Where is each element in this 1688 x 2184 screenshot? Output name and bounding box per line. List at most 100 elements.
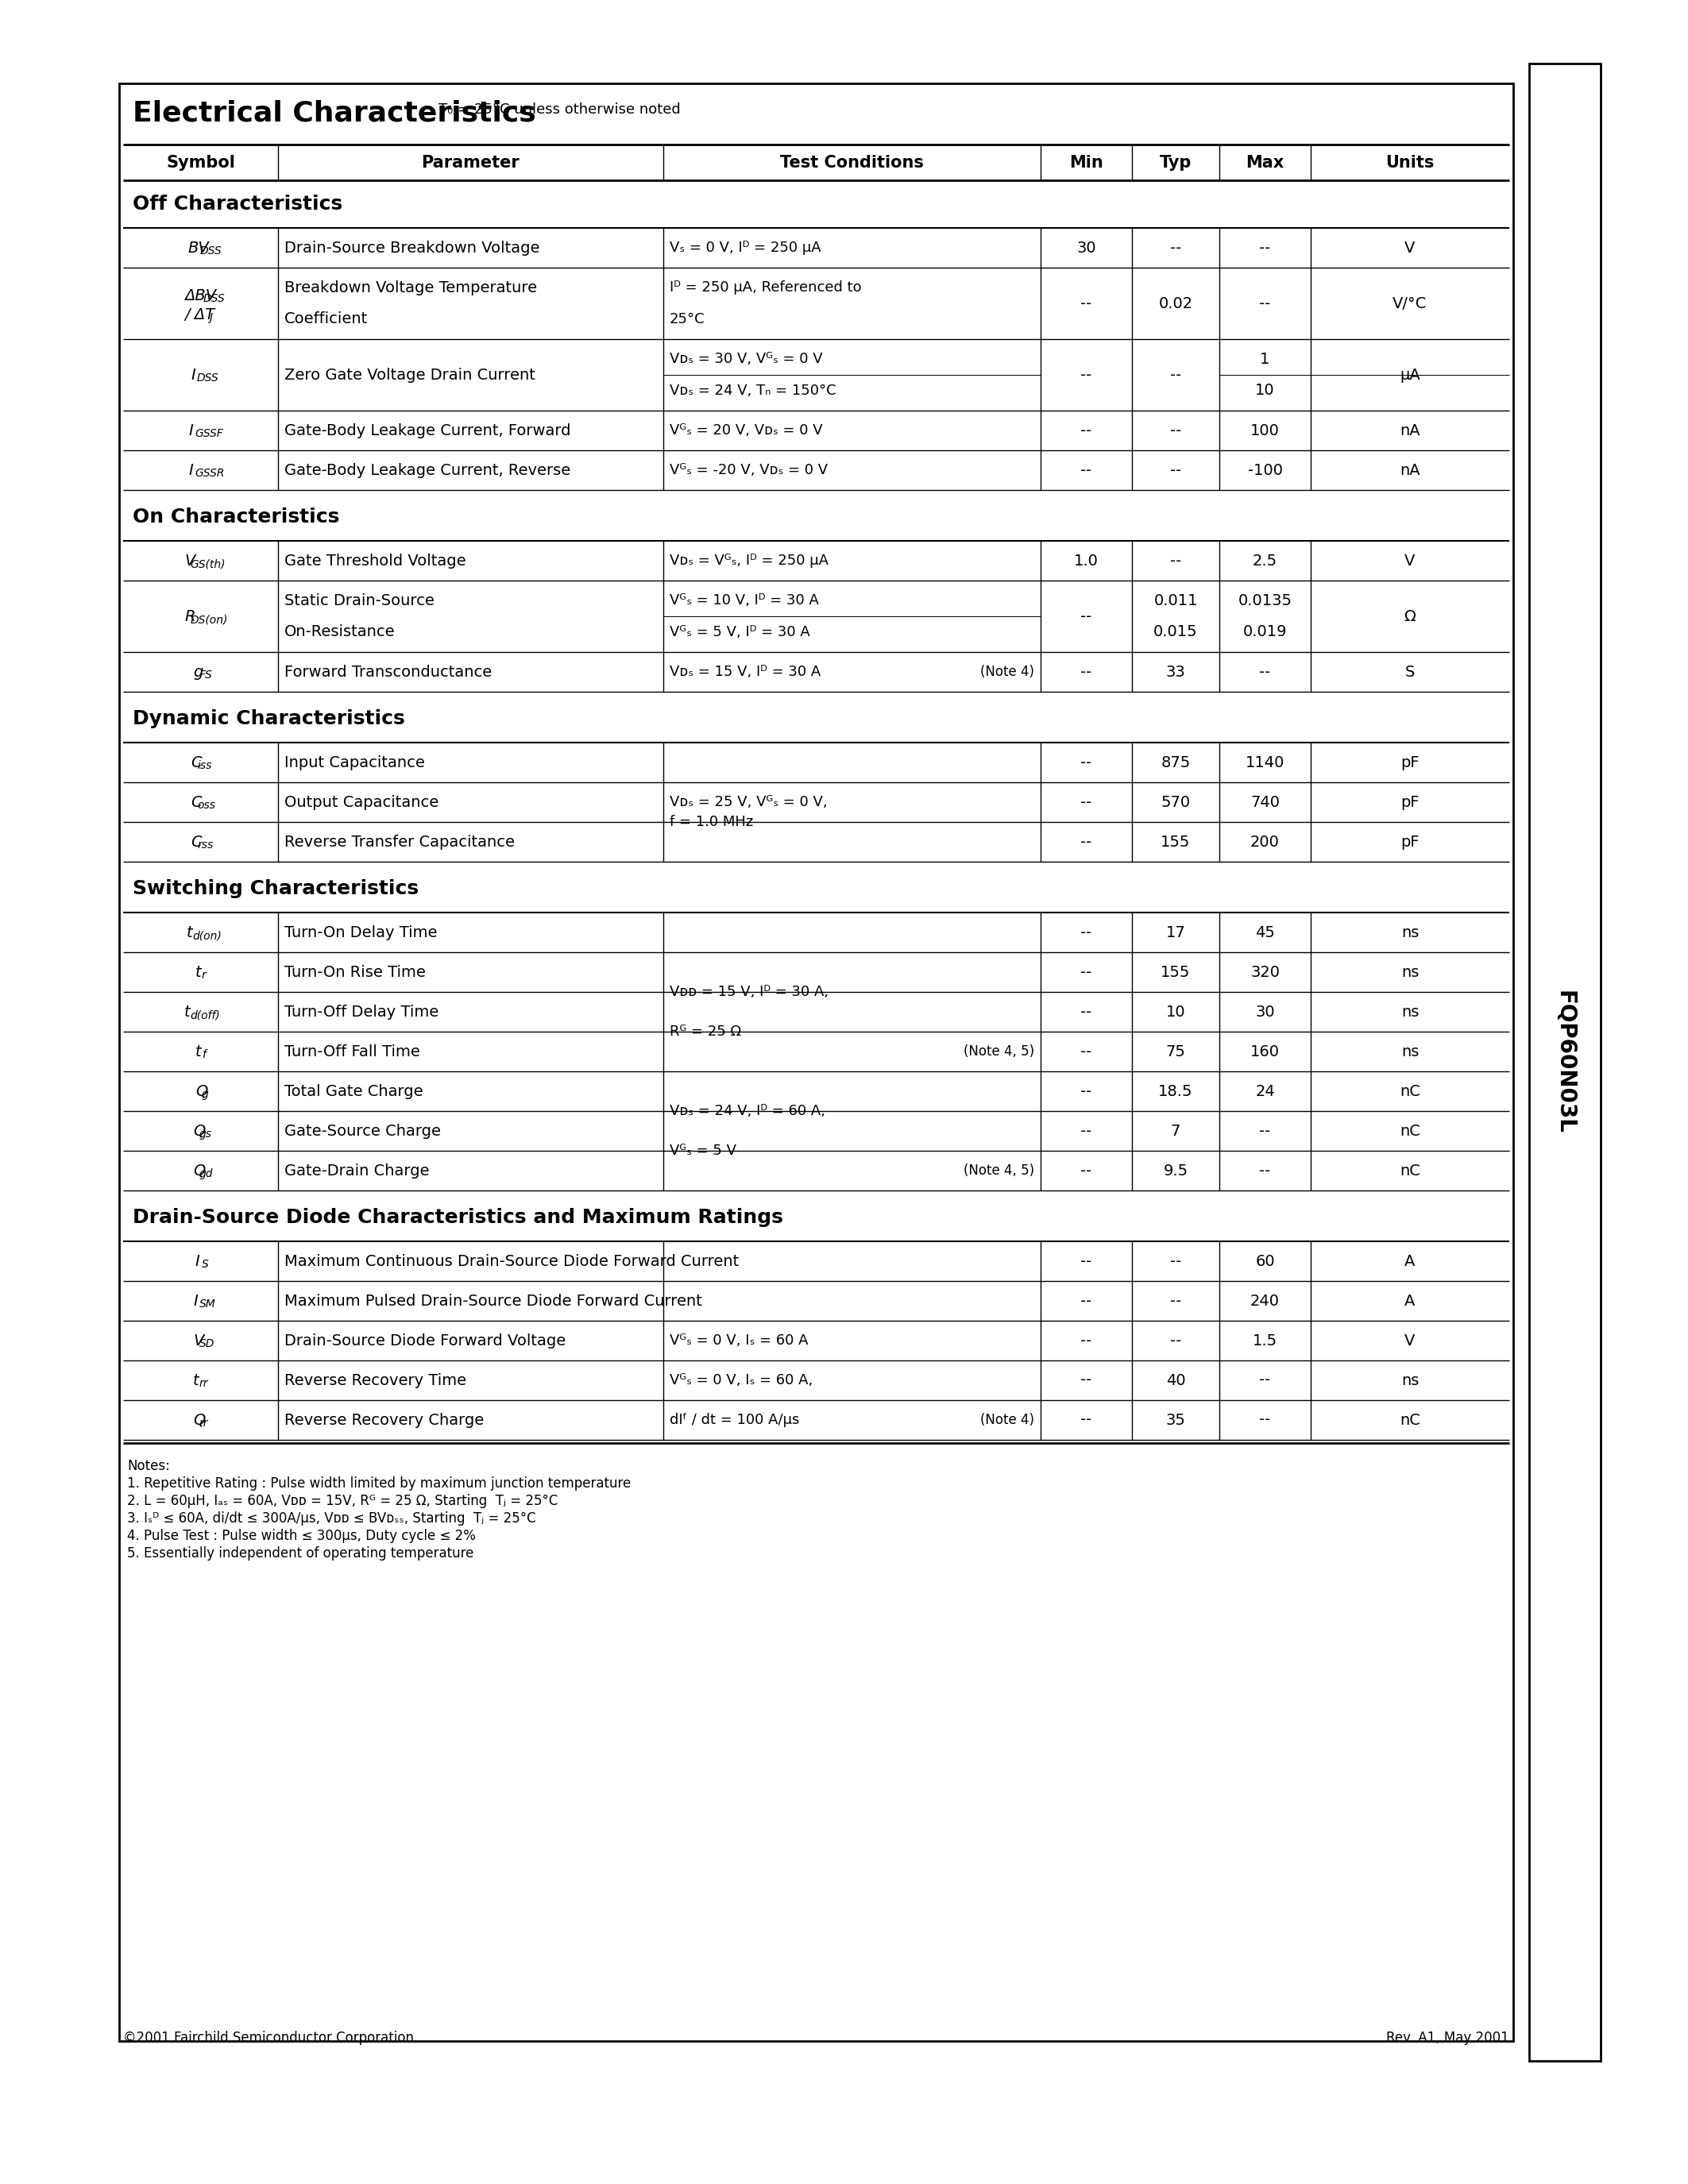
Text: Reverse Transfer Capacitance: Reverse Transfer Capacitance <box>284 834 515 850</box>
Text: Min: Min <box>1069 155 1104 170</box>
Text: --: -- <box>1170 1254 1182 1269</box>
Text: / ΔT: / ΔT <box>186 308 214 321</box>
Text: --: -- <box>1259 1413 1271 1428</box>
Text: 1140: 1140 <box>1246 756 1285 771</box>
Text: -100: -100 <box>1247 463 1283 478</box>
Text: I: I <box>196 1254 199 1269</box>
Text: 155: 155 <box>1161 834 1190 850</box>
Text: --: -- <box>1170 463 1182 478</box>
Text: --: -- <box>1170 1332 1182 1348</box>
Text: Reverse Recovery Charge: Reverse Recovery Charge <box>284 1413 484 1428</box>
Text: --: -- <box>1080 834 1092 850</box>
Text: --: -- <box>1170 553 1182 568</box>
Text: 1.5: 1.5 <box>1252 1332 1278 1348</box>
Text: DS(on): DS(on) <box>191 614 228 625</box>
Text: t: t <box>192 1374 199 1387</box>
Text: Rᴳ = 25 Ω: Rᴳ = 25 Ω <box>670 1024 741 1040</box>
Text: 5. Essentially independent of operating temperature: 5. Essentially independent of operating … <box>127 1546 474 1562</box>
Text: Vᴳₛ = 10 V, Iᴰ = 30 A: Vᴳₛ = 10 V, Iᴰ = 30 A <box>670 594 819 607</box>
Text: nC: nC <box>1399 1413 1420 1428</box>
Text: GSSF: GSSF <box>194 428 223 439</box>
Text: 35: 35 <box>1166 1413 1185 1428</box>
Text: (Note 4, 5): (Note 4, 5) <box>964 1164 1035 1177</box>
Text: nC: nC <box>1399 1083 1420 1099</box>
Text: --: -- <box>1080 1374 1092 1387</box>
Text: dIᶠ / dt = 100 A/μs: dIᶠ / dt = 100 A/μs <box>670 1413 800 1426</box>
Text: C: C <box>191 834 203 850</box>
Text: SD: SD <box>199 1339 214 1350</box>
Text: t: t <box>196 965 201 981</box>
Text: 25°C: 25°C <box>670 312 706 325</box>
Text: --: -- <box>1170 367 1182 382</box>
Text: Turn-Off Fall Time: Turn-Off Fall Time <box>284 1044 420 1059</box>
Text: 155: 155 <box>1161 965 1190 981</box>
Text: --: -- <box>1259 295 1271 310</box>
Text: gd: gd <box>199 1168 213 1179</box>
Text: GS(th): GS(th) <box>191 559 226 570</box>
Text: S: S <box>201 1258 208 1269</box>
Text: (Note 4): (Note 4) <box>981 664 1035 679</box>
Text: --: -- <box>1080 424 1092 439</box>
Text: Gate-Drain Charge: Gate-Drain Charge <box>284 1164 429 1177</box>
Bar <box>1529 63 1600 2062</box>
Text: 17: 17 <box>1166 924 1185 939</box>
Text: 30: 30 <box>1077 240 1096 256</box>
Text: A: A <box>1404 1254 1415 1269</box>
Text: Vᴳₛ = -20 V, Vᴅₛ = 0 V: Vᴳₛ = -20 V, Vᴅₛ = 0 V <box>670 463 827 478</box>
Text: μA: μA <box>1399 367 1420 382</box>
Text: Iᴰ = 250 μA, Referenced to: Iᴰ = 250 μA, Referenced to <box>670 280 861 295</box>
Text: pF: pF <box>1401 834 1420 850</box>
Text: 40: 40 <box>1166 1374 1185 1387</box>
Text: --: -- <box>1259 1123 1271 1138</box>
Text: Q: Q <box>192 1413 206 1428</box>
Text: 7: 7 <box>1171 1123 1180 1138</box>
Text: Maximum Pulsed Drain-Source Diode Forward Current: Maximum Pulsed Drain-Source Diode Forwar… <box>284 1293 702 1308</box>
Text: Switching Characteristics: Switching Characteristics <box>133 880 419 898</box>
Text: Drain-Source Breakdown Voltage: Drain-Source Breakdown Voltage <box>284 240 540 256</box>
Text: V: V <box>1404 553 1415 568</box>
Text: Ω: Ω <box>1404 609 1416 625</box>
Text: V: V <box>192 1332 204 1348</box>
Text: Maximum Continuous Drain-Source Diode Forward Current: Maximum Continuous Drain-Source Diode Fo… <box>284 1254 739 1269</box>
Text: Vᴳₛ = 20 V, Vᴅₛ = 0 V: Vᴳₛ = 20 V, Vᴅₛ = 0 V <box>670 424 822 437</box>
Text: ΔBV: ΔBV <box>186 288 216 304</box>
Text: rr: rr <box>199 1417 208 1428</box>
Text: R: R <box>184 609 196 625</box>
Text: 1: 1 <box>1259 352 1269 367</box>
Text: nA: nA <box>1399 424 1420 439</box>
Text: rss: rss <box>197 839 213 850</box>
Text: --: -- <box>1080 795 1092 810</box>
Text: g: g <box>192 664 203 679</box>
Text: T₀ = 25°C unless otherwise noted: T₀ = 25°C unless otherwise noted <box>439 103 680 116</box>
Text: t: t <box>187 924 192 939</box>
Text: --: -- <box>1080 1413 1092 1428</box>
Text: --: -- <box>1080 664 1092 679</box>
Text: pF: pF <box>1401 756 1420 771</box>
Text: Vᴅₛ = 15 V, Iᴰ = 30 A: Vᴅₛ = 15 V, Iᴰ = 30 A <box>670 664 820 679</box>
Text: 160: 160 <box>1251 1044 1280 1059</box>
Text: 9.5: 9.5 <box>1163 1164 1188 1177</box>
Text: Gate Threshold Voltage: Gate Threshold Voltage <box>284 553 466 568</box>
Text: Q: Q <box>196 1083 208 1099</box>
Text: V: V <box>1404 1332 1415 1348</box>
Text: r: r <box>201 970 206 981</box>
Text: nC: nC <box>1399 1164 1420 1177</box>
Text: Vᴅₛ = Vᴳₛ, Iᴰ = 250 μA: Vᴅₛ = Vᴳₛ, Iᴰ = 250 μA <box>670 553 829 568</box>
Text: 570: 570 <box>1161 795 1190 810</box>
Text: f: f <box>201 1048 206 1059</box>
Text: 60: 60 <box>1256 1254 1274 1269</box>
Text: Zero Gate Voltage Drain Current: Zero Gate Voltage Drain Current <box>284 367 535 382</box>
Text: gs: gs <box>199 1129 213 1140</box>
Text: (Note 4): (Note 4) <box>981 1413 1035 1426</box>
Text: --: -- <box>1080 1083 1092 1099</box>
Text: Breakdown Voltage Temperature: Breakdown Voltage Temperature <box>284 280 537 295</box>
Text: Gate-Source Charge: Gate-Source Charge <box>284 1123 441 1138</box>
Text: 45: 45 <box>1256 924 1274 939</box>
Text: ns: ns <box>1401 1374 1420 1387</box>
Text: Vᴳₛ = 5 V, Iᴰ = 30 A: Vᴳₛ = 5 V, Iᴰ = 30 A <box>670 625 810 640</box>
Text: C: C <box>191 795 203 810</box>
Text: BV: BV <box>187 240 209 256</box>
Text: DSS: DSS <box>203 293 225 304</box>
Text: Q: Q <box>192 1164 206 1177</box>
Text: --: -- <box>1080 756 1092 771</box>
